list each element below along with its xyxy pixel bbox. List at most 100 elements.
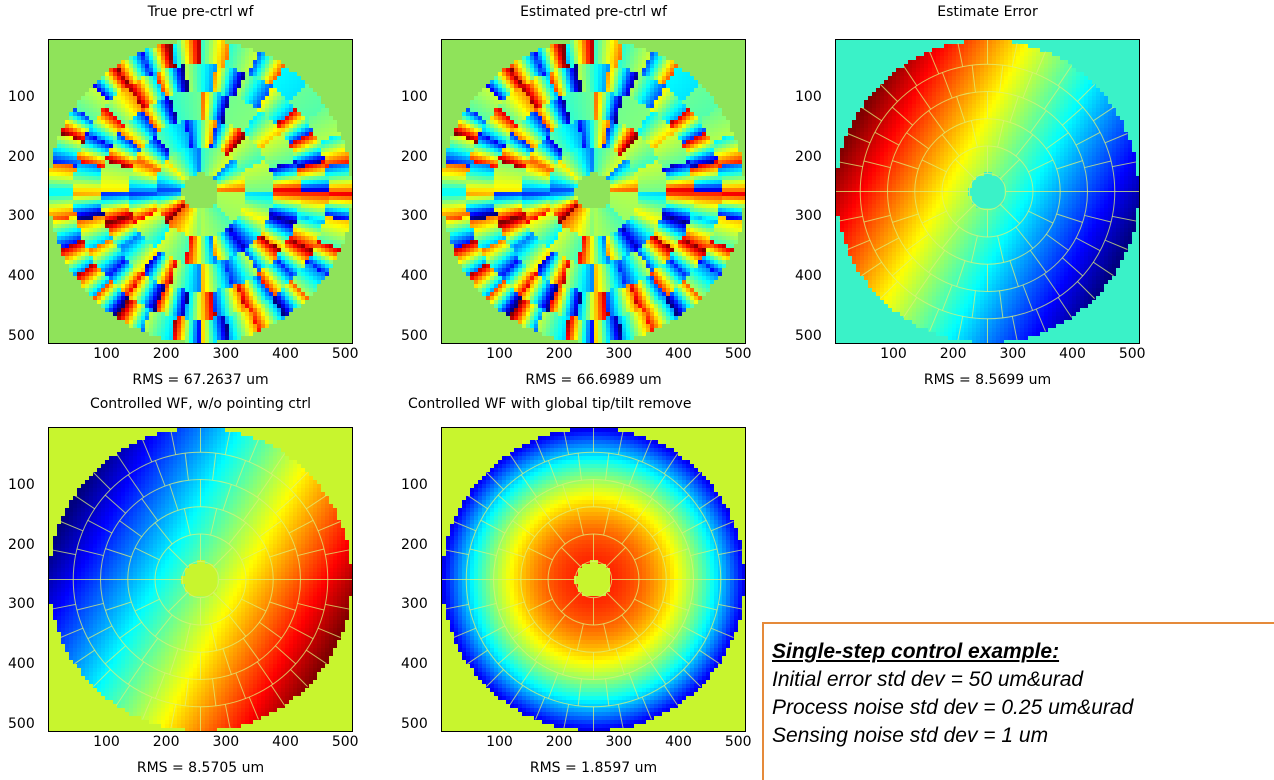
heatmap-cell <box>173 56 177 60</box>
heatmap-cell <box>205 284 209 288</box>
heatmap-cell <box>249 92 253 96</box>
heatmap-cell <box>237 72 241 76</box>
heatmap-cell <box>93 296 97 300</box>
heatmap-cell <box>341 196 345 200</box>
heatmap-cell <box>261 152 265 156</box>
heatmap-cell <box>113 272 117 276</box>
heatmap-cell <box>534 64 538 68</box>
heatmap-cell <box>173 316 177 320</box>
heatmap-cell <box>197 220 201 224</box>
heatmap-cell <box>165 280 169 284</box>
heatmap-cell <box>177 236 181 240</box>
heatmap-cell <box>257 92 261 96</box>
heatmap-cell <box>189 156 193 160</box>
heatmap-cell <box>193 340 197 343</box>
heatmap-cell <box>225 48 229 52</box>
heatmap-cell <box>213 76 217 80</box>
heatmap-cell <box>229 308 233 312</box>
heatmap-cell <box>281 236 285 240</box>
heatmap-cell <box>233 264 237 268</box>
heatmap-cell <box>77 232 81 236</box>
heatmap-cell <box>225 312 229 316</box>
heatmap-cell <box>253 288 257 292</box>
heatmap-cell <box>97 192 101 196</box>
heatmap-cell <box>137 124 141 128</box>
heatmap-cell <box>269 128 273 132</box>
heatmap-cell <box>129 252 133 256</box>
heatmap-cell <box>522 60 526 64</box>
heatmap-cell <box>125 276 129 280</box>
heatmap-cell <box>173 64 177 68</box>
heatmap-cell <box>277 236 281 240</box>
heatmap-cell <box>273 256 277 260</box>
heatmap-cell <box>125 144 129 148</box>
heatmap-cell <box>81 96 85 100</box>
heatmap-cell <box>197 300 201 304</box>
heatmap-cell <box>169 92 173 96</box>
heatmap-cell <box>285 284 289 288</box>
heatmap-cell <box>253 140 257 144</box>
heatmap-cell <box>285 136 289 140</box>
heatmap-cell <box>129 148 133 152</box>
heatmap-cell <box>145 196 149 200</box>
heatmap-cell <box>237 108 241 112</box>
heatmap-cell <box>261 192 265 196</box>
heatmap-cell <box>229 184 233 188</box>
heatmap-cell <box>69 228 73 232</box>
heatmap-cell <box>301 268 305 272</box>
heatmap-cell <box>257 144 261 148</box>
heatmap-cell <box>113 240 117 244</box>
heatmap-cell <box>129 240 133 244</box>
heatmap-cell <box>113 148 117 152</box>
heatmap-cell <box>145 56 149 60</box>
heatmap-cell <box>690 88 694 92</box>
heatmap-cell <box>217 132 221 136</box>
heatmap-cell <box>77 212 81 216</box>
heatmap-cell <box>281 76 285 80</box>
heatmap-cell <box>662 68 666 72</box>
heatmap-cell <box>349 192 352 196</box>
heatmap-cell <box>109 80 113 84</box>
heatmap-cell <box>313 204 317 208</box>
heatmap-cell <box>277 316 281 320</box>
heatmap-cell <box>137 92 141 96</box>
heatmap-cell <box>97 84 101 88</box>
heatmap-cell <box>113 124 117 128</box>
heatmap-cell <box>153 208 157 212</box>
heatmap-cell <box>165 260 169 264</box>
heatmap-cell <box>225 108 229 112</box>
heatmap-cell <box>301 232 305 236</box>
heatmap-cell <box>229 72 233 76</box>
heatmap-cell <box>233 136 237 140</box>
heatmap-cell <box>313 164 317 168</box>
heatmap-cell <box>105 92 109 96</box>
heatmap-cell <box>173 228 177 232</box>
heatmap-cell <box>289 132 293 136</box>
heatmap-cell <box>105 208 109 212</box>
heatmap-cell <box>522 76 526 80</box>
heatmap-cell <box>301 112 305 116</box>
heatmap-cell <box>197 276 201 280</box>
heatmap-cell <box>245 244 249 248</box>
heatmap-cell <box>245 176 249 180</box>
heatmap-cell <box>165 308 169 312</box>
heatmap-cell <box>249 156 253 160</box>
heatmap-cell <box>161 216 165 220</box>
heatmap-cell <box>129 64 133 68</box>
heatmap-cell <box>245 88 249 92</box>
heatmap-cell <box>133 160 137 164</box>
heatmap-cell <box>329 132 333 136</box>
heatmap-cell <box>197 336 201 340</box>
heatmap-cell <box>550 76 554 80</box>
heatmap-cell <box>209 304 213 308</box>
heatmap-cell <box>642 68 646 72</box>
heatmap-cell <box>502 80 506 84</box>
heatmap-cell <box>89 204 93 208</box>
heatmap-cell <box>149 76 153 80</box>
heatmap-cell <box>161 248 165 252</box>
heatmap-cell <box>650 64 654 68</box>
heatmap-cell <box>217 336 221 340</box>
heatmap-cell <box>157 76 161 80</box>
heatmap-cell <box>145 212 149 216</box>
heatmap-cell <box>125 140 129 144</box>
